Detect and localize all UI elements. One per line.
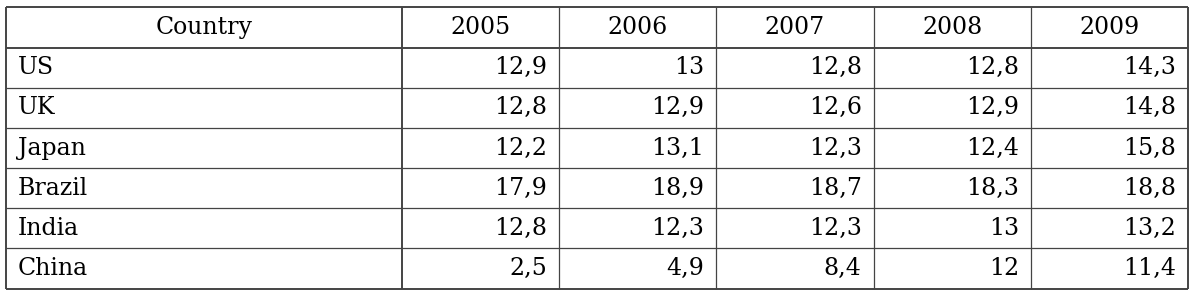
Text: 13,2: 13,2 bbox=[1124, 217, 1176, 240]
Text: 12: 12 bbox=[989, 257, 1018, 280]
Text: 12,8: 12,8 bbox=[966, 56, 1018, 79]
Text: 12,9: 12,9 bbox=[652, 96, 704, 119]
Text: 2008: 2008 bbox=[922, 16, 983, 39]
Text: China: China bbox=[18, 257, 88, 280]
Text: 12,8: 12,8 bbox=[494, 217, 547, 240]
Text: Brazil: Brazil bbox=[18, 177, 88, 200]
Text: 13: 13 bbox=[989, 217, 1018, 240]
Text: 2,5: 2,5 bbox=[510, 257, 547, 280]
Text: 12,6: 12,6 bbox=[808, 96, 862, 119]
Text: 18,9: 18,9 bbox=[652, 177, 704, 200]
Text: 12,8: 12,8 bbox=[494, 96, 547, 119]
Text: 12,8: 12,8 bbox=[808, 56, 862, 79]
Text: 12,4: 12,4 bbox=[966, 136, 1018, 160]
Text: 2005: 2005 bbox=[450, 16, 511, 39]
Text: 18,3: 18,3 bbox=[966, 177, 1018, 200]
Text: India: India bbox=[18, 217, 79, 240]
Text: US: US bbox=[18, 56, 54, 79]
Text: 4,9: 4,9 bbox=[666, 257, 704, 280]
Text: 18,8: 18,8 bbox=[1124, 177, 1176, 200]
Text: 17,9: 17,9 bbox=[494, 177, 547, 200]
Text: 12,3: 12,3 bbox=[808, 136, 862, 160]
Text: 15,8: 15,8 bbox=[1124, 136, 1176, 160]
Text: 12,9: 12,9 bbox=[494, 56, 547, 79]
Text: UK: UK bbox=[18, 96, 55, 119]
Text: 12,3: 12,3 bbox=[652, 217, 704, 240]
Text: 18,7: 18,7 bbox=[808, 177, 862, 200]
Text: 2007: 2007 bbox=[765, 16, 825, 39]
Text: 12,9: 12,9 bbox=[966, 96, 1018, 119]
Text: 13: 13 bbox=[675, 56, 704, 79]
Text: 14,3: 14,3 bbox=[1124, 56, 1176, 79]
Text: 2009: 2009 bbox=[1079, 16, 1139, 39]
Text: 2006: 2006 bbox=[608, 16, 667, 39]
Text: 14,8: 14,8 bbox=[1124, 96, 1176, 119]
Text: 11,4: 11,4 bbox=[1124, 257, 1176, 280]
Text: 8,4: 8,4 bbox=[824, 257, 862, 280]
Text: 13,1: 13,1 bbox=[652, 136, 704, 160]
Text: 12,2: 12,2 bbox=[494, 136, 547, 160]
Text: Japan: Japan bbox=[18, 136, 86, 160]
Text: 12,3: 12,3 bbox=[808, 217, 862, 240]
Text: Country: Country bbox=[155, 16, 252, 39]
